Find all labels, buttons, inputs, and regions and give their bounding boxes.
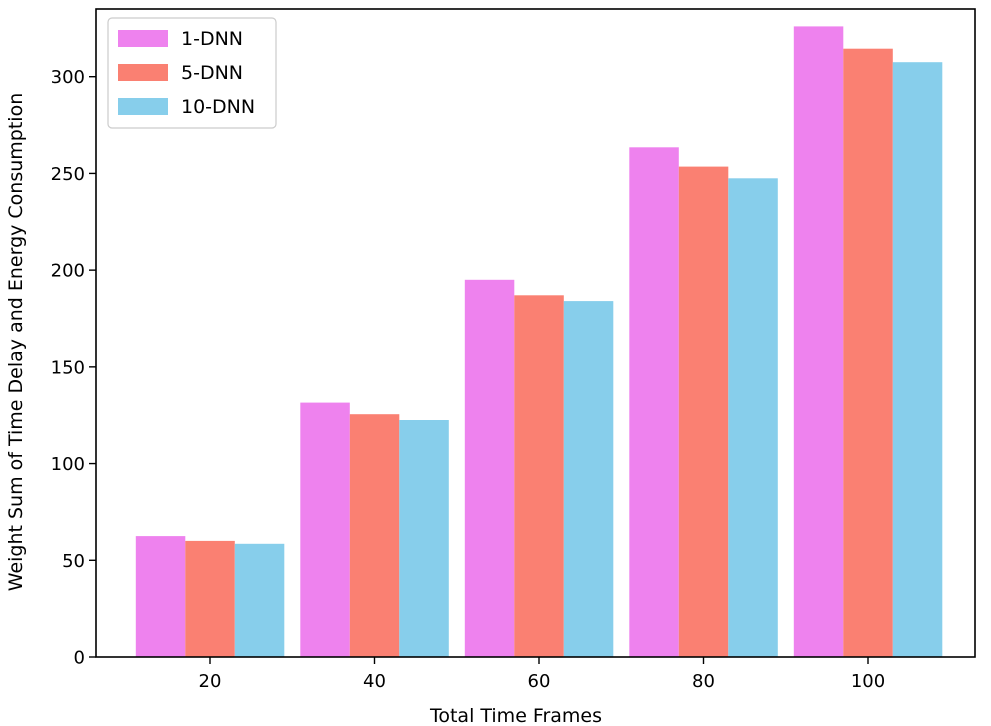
y-tick-label-200: 200 — [51, 261, 85, 282]
y-axis-title: Weight Sum of Time Delay and Energy Cons… — [5, 93, 27, 591]
axes-frame — [95, 8, 976, 658]
legend-swatch-1-dnn — [118, 30, 168, 47]
bar-5-dnn-20 — [185, 540, 235, 657]
x-tick-label-20: 20 — [199, 671, 222, 692]
x-tick-label-80: 80 — [692, 671, 715, 692]
legend-label-10-dnn: 10-DNN — [181, 96, 255, 118]
bar-5-dnn-40 — [349, 414, 400, 657]
bar-1-dnn-40 — [300, 402, 350, 657]
bar-5-dnn-80 — [678, 166, 729, 657]
axes-layer — [95, 8, 976, 658]
bar-1-dnn-100 — [793, 26, 844, 657]
bar-1-dnn-80 — [629, 147, 679, 658]
bar-10-dnn-60 — [563, 301, 614, 657]
y-tick-label-250: 250 — [51, 164, 85, 185]
bar-10-dnn-100 — [892, 62, 943, 657]
legend-label-5-dnn: 5-DNN — [181, 62, 243, 84]
bar-10-dnn-40 — [399, 420, 449, 657]
bar-5-dnn-100 — [843, 48, 893, 657]
y-tick-label-300: 300 — [51, 67, 85, 88]
bar-1-dnn-60 — [464, 279, 515, 657]
x-tick-label-40: 40 — [363, 671, 386, 692]
bar-5-dnn-60 — [514, 295, 564, 657]
bar-10-dnn-20 — [234, 543, 285, 657]
y-tick-label-100: 100 — [51, 454, 85, 475]
x-tick-label-100: 100 — [851, 671, 885, 692]
legend-swatch-5-dnn — [118, 64, 168, 81]
y-tick-label-0: 0 — [74, 648, 85, 669]
bars-layer — [135, 26, 943, 658]
x-axis-title: Total Time Frames — [429, 705, 602, 726]
ticks-layer: 0 50 100 150 200 250 300 20 40 60 80 100 — [51, 67, 886, 692]
legend: 1-DNN 5-DNN 10-DNN — [107, 17, 277, 129]
y-tick-label-50: 50 — [62, 551, 85, 572]
legend-swatch-10-dnn — [118, 98, 168, 115]
x-tick-label-60: 60 — [528, 671, 551, 692]
legend-label-1-dnn: 1-DNN — [181, 28, 243, 50]
bar-10-dnn-80 — [728, 178, 778, 658]
bar-1-dnn-20 — [135, 536, 186, 657]
y-tick-label-150: 150 — [51, 357, 85, 378]
